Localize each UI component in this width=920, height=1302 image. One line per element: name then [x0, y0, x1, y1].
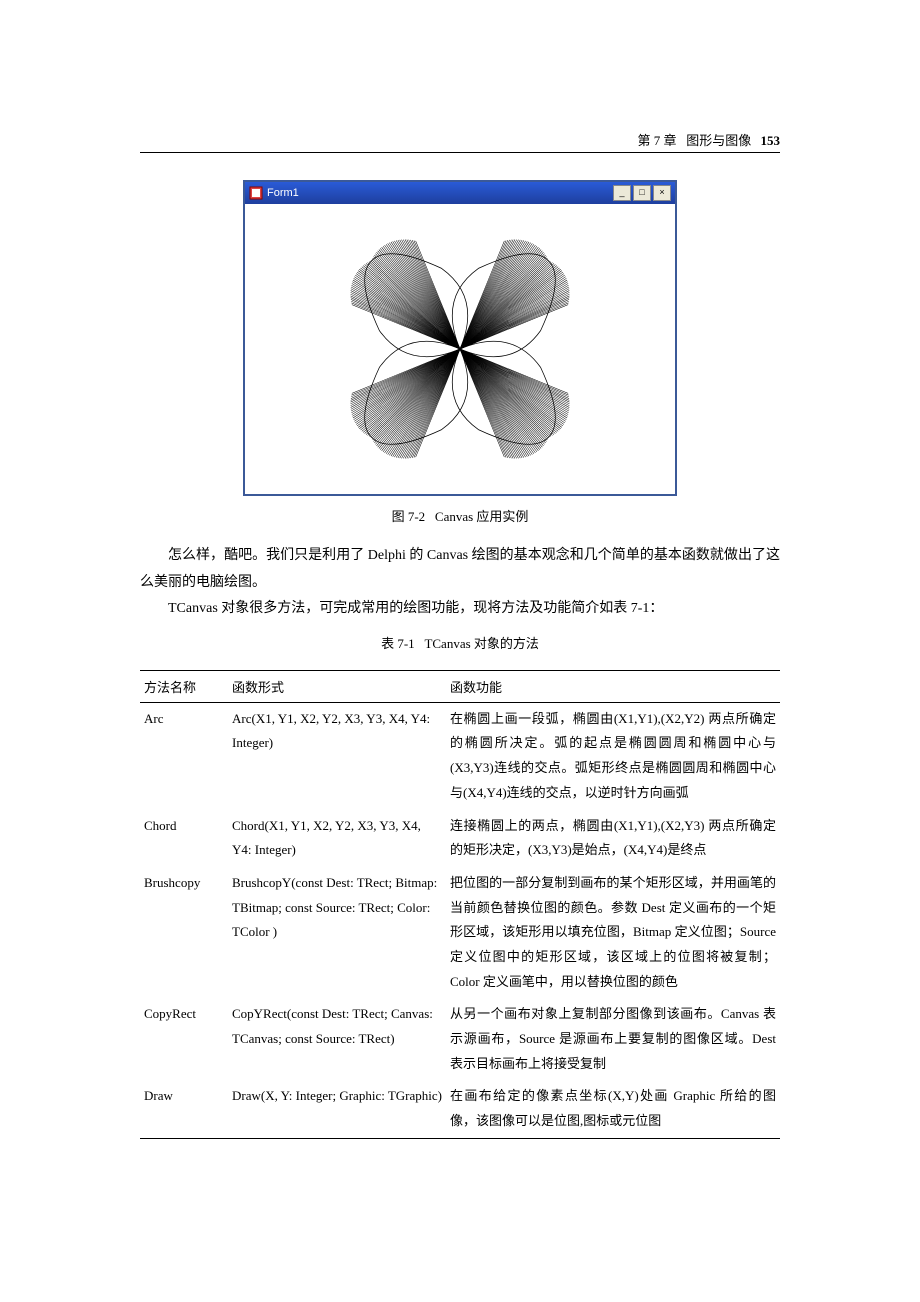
- titlebar-left: Form1: [249, 186, 299, 200]
- figure-caption-prefix: 图 7-2: [392, 509, 426, 524]
- page-number: 153: [761, 133, 781, 148]
- table-row: DrawDraw(X, Y: Integer; Graphic: TGraphi…: [140, 1080, 780, 1138]
- page: 第 7 章 图形与图像 153 Form1 _ □ × 图 7-2 Canvas…: [0, 0, 920, 1302]
- method-description: 在画布给定的像素点坐标(X,Y)处画 Graphic 所给的图像，该图像可以是位…: [446, 1080, 780, 1138]
- chapter-label: 第 7 章: [637, 133, 676, 148]
- col-header-name: 方法名称: [140, 670, 228, 702]
- page-header: 第 7 章 图形与图像 153: [637, 130, 780, 149]
- close-button[interactable]: ×: [653, 185, 671, 201]
- figure-caption-text: Canvas 应用实例: [435, 509, 529, 524]
- window-titlebar: Form1 _ □ ×: [245, 182, 675, 204]
- table-caption-prefix: 表 7-1: [381, 636, 415, 651]
- method-name: CopyRect: [140, 998, 228, 1080]
- method-name: Chord: [140, 810, 228, 867]
- figure-caption: 图 7-2 Canvas 应用实例: [140, 506, 780, 525]
- figure-window: Form1 _ □ ×: [243, 180, 677, 496]
- method-name: Brushcopy: [140, 867, 228, 998]
- method-description: 连接椭圆上的两点，椭圆由(X1,Y1),(X2,Y3) 两点所确定的矩形决定，(…: [446, 810, 780, 867]
- method-name: Arc: [140, 702, 228, 809]
- minimize-button[interactable]: _: [613, 185, 631, 201]
- table-row: ArcArc(X1, Y1, X2, Y2, X3, Y3, X4, Y4: I…: [140, 702, 780, 809]
- canvas-area: [245, 204, 675, 494]
- methods-table: 方法名称 函数形式 函数功能 ArcArc(X1, Y1, X2, Y2, X3…: [140, 670, 780, 1139]
- method-description: 在椭圆上画一段弧，椭圆由(X1,Y1),(X2,Y2) 两点所确定的椭圆所决定。…: [446, 702, 780, 809]
- app-icon: [249, 186, 263, 200]
- method-description: 从另一个画布对象上复制部分图像到该画布。Canvas 表示源画布，Source …: [446, 998, 780, 1080]
- col-header-signature: 函数形式: [228, 670, 446, 702]
- table-caption-text: TCanvas 对象的方法: [424, 636, 538, 651]
- table-row: CopyRectCopYRect(const Dest: TRect; Canv…: [140, 998, 780, 1080]
- window-title: Form1: [267, 187, 299, 199]
- paragraph-2: TCanvas 对象很多方法，可完成常用的绘图功能，现将方法及功能简介如表 7-…: [140, 596, 780, 623]
- table-row: ChordChord(X1, Y1, X2, Y2, X3, Y3, X4, Y…: [140, 810, 780, 867]
- method-name: Draw: [140, 1080, 228, 1138]
- header-rule: [140, 152, 780, 153]
- method-signature: Draw(X, Y: Integer; Graphic: TGraphic): [228, 1080, 446, 1138]
- maximize-button[interactable]: □: [633, 185, 651, 201]
- window-buttons: _ □ ×: [613, 185, 671, 201]
- flower-pattern: [260, 209, 660, 489]
- table-row: BrushcopyBrushcopY(const Dest: TRect; Bi…: [140, 867, 780, 998]
- chapter-title: 图形与图像: [686, 133, 751, 148]
- col-header-desc: 函数功能: [446, 670, 780, 702]
- paragraph-1: 怎么样，酷吧。我们只是利用了 Delphi 的 Canvas 绘图的基本观念和几…: [140, 543, 780, 596]
- table-header-row: 方法名称 函数形式 函数功能: [140, 670, 780, 702]
- method-signature: Chord(X1, Y1, X2, Y2, X3, Y3, X4, Y4: In…: [228, 810, 446, 867]
- method-signature: Arc(X1, Y1, X2, Y2, X3, Y3, X4, Y4: Inte…: [228, 702, 446, 809]
- table-caption: 表 7-1 TCanvas 对象的方法: [140, 633, 780, 652]
- method-signature: BrushcopY(const Dest: TRect; Bitmap: TBi…: [228, 867, 446, 998]
- method-signature: CopYRect(const Dest: TRect; Canvas: TCan…: [228, 998, 446, 1080]
- method-description: 把位图的一部分复制到画布的某个矩形区域，并用画笔的当前颜色替换位图的颜色。参数 …: [446, 867, 780, 998]
